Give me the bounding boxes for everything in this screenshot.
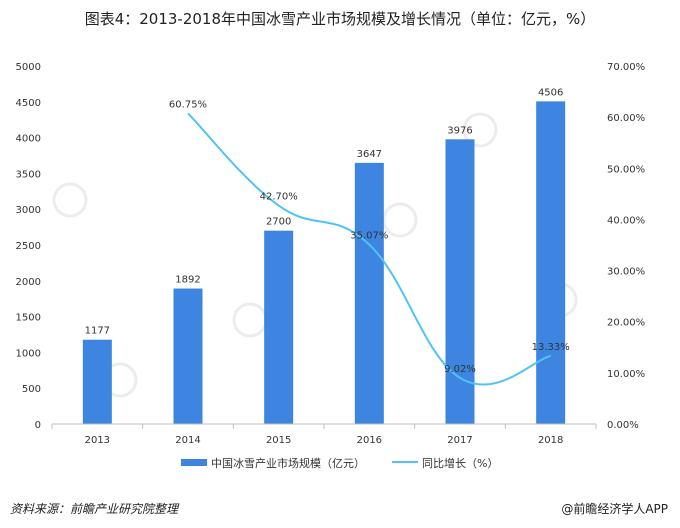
right-axis-tick-label: 0.00% xyxy=(607,420,639,431)
line-value-label: 60.75% xyxy=(169,99,207,110)
bar-2018 xyxy=(536,101,566,425)
bar-2013 xyxy=(82,339,112,424)
right-axis-tick-label: 40.00% xyxy=(607,215,645,226)
bar-value-label: 3976 xyxy=(447,125,472,136)
bar-value-label: 1892 xyxy=(175,275,200,286)
bar-value-label: 1177 xyxy=(85,326,110,337)
left-axis-tick-label: 4500 xyxy=(16,98,41,109)
source-note: 资料来源：前瞻产业研究院整理 xyxy=(10,502,179,516)
legend: 中国冰雪产业市场规模（亿元） 同比增长（%） xyxy=(181,456,498,470)
right-axis-tick-label: 20.00% xyxy=(607,318,645,329)
legend-line-label: 同比增长（%） xyxy=(422,456,498,470)
right-axis-tick-label: 30.00% xyxy=(607,267,645,278)
line-value-label: 35.07% xyxy=(350,231,388,242)
left-axis-tick-label: 2500 xyxy=(16,241,41,252)
line-data-labels: 60.75% 42.70% 35.07% 9.02% 13.33% xyxy=(169,99,570,375)
watermark-logo-2 xyxy=(382,202,418,238)
left-axis-tick-label: 3500 xyxy=(16,169,41,180)
left-axis-tick-label: 4000 xyxy=(16,134,41,145)
x-axis: 2013 2014 2015 2016 2017 2018 xyxy=(51,423,597,446)
right-axis-tick-label: 60.00% xyxy=(607,113,645,124)
watermarks xyxy=(52,112,578,398)
bar-2017 xyxy=(445,139,475,424)
growth-line xyxy=(187,112,551,386)
bar-2014 xyxy=(173,288,203,424)
x-axis-tick-label: 2018 xyxy=(538,435,563,446)
bar-2015 xyxy=(264,230,294,424)
watermark-logo-1 xyxy=(232,302,268,338)
left-axis-tick-label: 5000 xyxy=(16,62,41,73)
x-axis-tick-label: 2014 xyxy=(175,435,200,446)
legend-bar-label: 中国冰雪产业市场规模（亿元） xyxy=(211,456,365,470)
left-axis-tick-label: 2000 xyxy=(16,277,41,288)
chart-title: 图表4：2013-2018年中国冰雪产业市场规模及增长情况（单位：亿元，%） xyxy=(84,10,596,28)
x-axis-tick-label: 2017 xyxy=(447,435,472,446)
watermark-logo-0 xyxy=(52,182,88,218)
watermark-logo-5 xyxy=(462,112,498,148)
x-axis-tick-label: 2015 xyxy=(266,435,291,446)
bar-series xyxy=(82,101,566,425)
x-axis-tick-label: 2016 xyxy=(357,435,382,446)
line-series xyxy=(187,112,551,386)
x-axis-tick-label: 2013 xyxy=(85,435,110,446)
bar-2016 xyxy=(354,162,384,424)
right-axis-tick-label: 70.00% xyxy=(607,62,645,73)
right-axis-tick-label: 10.00% xyxy=(607,369,645,380)
line-value-label: 42.70% xyxy=(260,192,298,203)
right-axis-tick-label: 50.00% xyxy=(607,164,645,175)
legend-bar-swatch xyxy=(181,459,207,466)
bar-data-labels: 1177 1892 2700 3647 3976 4506 xyxy=(85,87,564,336)
bar-value-label: 3647 xyxy=(357,149,382,160)
line-value-label: 13.33% xyxy=(532,342,570,353)
left-axis-tick-label: 3000 xyxy=(16,205,41,216)
left-axis-tick-label: 1500 xyxy=(16,313,41,324)
line-value-label: 9.02% xyxy=(444,364,476,375)
left-axis-tick-label: 1000 xyxy=(16,348,41,359)
bar-value-label: 4506 xyxy=(538,87,563,98)
left-axis-tick-label: 500 xyxy=(22,384,41,395)
bar-value-label: 2700 xyxy=(266,217,291,228)
right-axis-ticks: 0.00% 10.00% 20.00% 30.00% 40.00% 50.00% 60.00… xyxy=(607,62,645,431)
left-axis-tick-label: 0 xyxy=(35,420,41,431)
brand-credit: @前瞻经济学人APP xyxy=(561,502,668,516)
left-axis-ticks: 0 500 1000 1500 2000 2500 3000 3500 4000 4500 5000 xyxy=(16,62,41,431)
